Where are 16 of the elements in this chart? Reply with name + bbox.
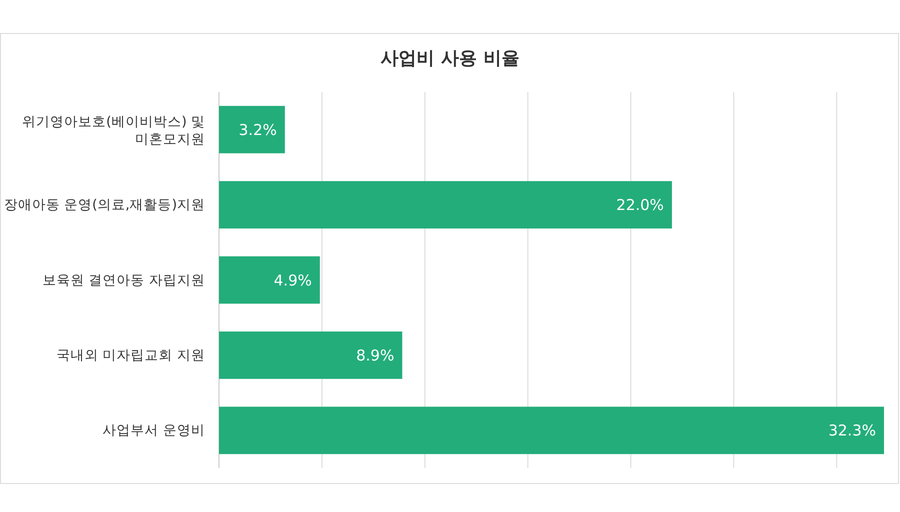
data-label: 8.9% (356, 346, 394, 364)
y-tick-label: 보육원 결연아동 자립지원 (42, 272, 205, 288)
chart-title: 사업비 사용 비율 (380, 48, 520, 69)
bar (219, 406, 884, 454)
data-label: 32.3% (828, 422, 876, 440)
y-tick-label: 위기영아보호(베이비박스) 및 미혼모지원 (22, 114, 205, 148)
bar (219, 106, 285, 154)
data-label: 22.0% (616, 196, 664, 214)
bar (219, 256, 320, 304)
bar (219, 332, 402, 379)
data-label: 4.9% (274, 271, 312, 290)
y-tick-label: 장애아동 운영(의료,재활등)지원 (4, 197, 205, 214)
y-tick-label: 국내외 미자립교회 지원 (56, 348, 205, 364)
y-tick-label: 사업부서 운영비 (102, 422, 205, 439)
data-label: 3.2% (238, 120, 277, 139)
bar (219, 181, 672, 228)
